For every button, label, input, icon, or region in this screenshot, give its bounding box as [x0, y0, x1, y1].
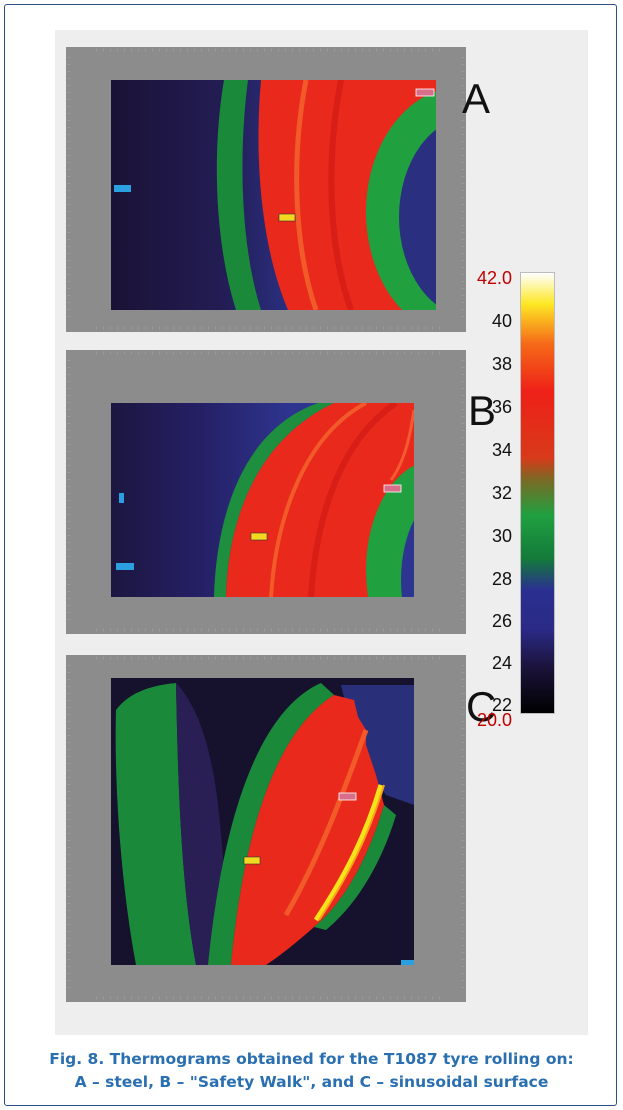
scale-tick-label: 28	[491, 569, 512, 589]
scale-tick-label: 32	[491, 483, 512, 503]
panel-label-a: A	[462, 75, 491, 122]
thermogram-c	[66, 655, 466, 1002]
scale-tick-label: 36	[491, 397, 512, 417]
scale-tick-label: 24	[491, 653, 512, 673]
figure-caption: Fig. 8. Thermograms obtained for the T10…	[40, 1048, 583, 1094]
scale-min-label: 20.0	[476, 710, 512, 730]
scale-tick-label: 26	[491, 611, 512, 631]
thermogram-b	[66, 350, 466, 634]
scale-tick-label: 22	[491, 695, 512, 715]
scale-max-label: 42.0	[476, 268, 512, 288]
panel-label-b: B	[468, 387, 497, 434]
thermogram-a	[66, 47, 466, 332]
caption-line-1: Fig. 8. Thermograms obtained for the T10…	[49, 1050, 574, 1068]
scale-tick-label: 38	[491, 354, 512, 374]
scale-tick-label: 40	[491, 311, 512, 331]
caption-line-2: A – steel, B – "Safety Walk", and C – si…	[74, 1073, 549, 1091]
panel-label-c: C	[466, 683, 497, 730]
scale-tick-label: 30	[491, 526, 512, 546]
scale-tick-label: 34	[491, 440, 512, 460]
temperature-colorbar	[520, 272, 555, 714]
